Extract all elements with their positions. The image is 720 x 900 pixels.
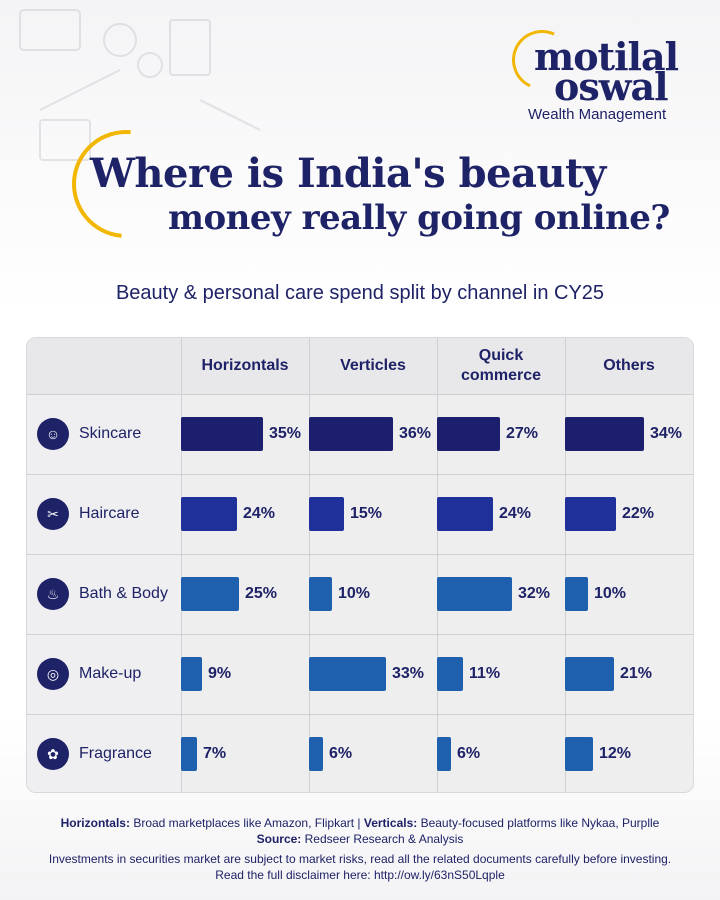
row-divider [27,394,693,395]
bar-bath-body-3 [565,577,588,611]
column-divider [309,338,310,792]
value-label: 15% [350,505,383,522]
column-header-horizontals: Horizontals [181,338,309,394]
bar-fragrance-0 [181,737,197,771]
footer-key-horizontals: Horizontals: [60,816,130,830]
bar-bath-body-2 [437,577,512,611]
row-name: Fragrance [79,745,152,762]
brand-division: Wealth Management [528,106,667,123]
bar-bath-body-0 [181,577,239,611]
value-label: 6% [457,745,481,762]
value-label: 27% [506,425,539,442]
value-label: 32% [518,585,551,602]
bar-skincare-2 [437,417,500,451]
footer-source-key: Source: [256,832,302,846]
row-name: Skincare [79,425,142,442]
value-label: 9% [208,665,232,682]
footer-source: Source: Redseer Research & Analysis [0,831,720,847]
header-corner [27,338,181,394]
footer-val-verticals: Beauty-focused platforms like Nykaa, Pur… [417,816,660,830]
channel-split-table: Horizontals Verticles Quick commerce Others… [26,337,694,793]
column-header-others: Others [565,338,693,394]
row-divider [27,554,693,555]
value-label: 7% [203,745,227,762]
value-label: 25% [245,585,278,602]
perfume-icon: ✿ [37,738,69,770]
row-label-skincare: ☺ Skincare [27,394,181,474]
cosmetics-decoration [19,9,261,161]
footer-key-verticals: Verticals: [363,816,418,830]
bar-haircare-3 [565,497,616,531]
bar-haircare-0 [181,497,237,531]
hair-icon: ✂ [37,498,69,530]
chart-subtitle: Beauty & personal care spend split by ch… [115,282,605,304]
value-label: 21% [620,665,653,682]
value-label: 10% [594,585,627,602]
bar-make-up-3 [565,657,614,691]
brand-name-line1: motilal [534,34,679,79]
value-label: 34% [650,425,683,442]
bar-skincare-0 [181,417,263,451]
bar-make-up-2 [437,657,463,691]
face-icon: ☺ [37,418,69,450]
row-name: Bath & Body [79,585,168,602]
column-divider [437,338,438,792]
bar-bath-body-1 [309,577,332,611]
value-label: 10% [338,585,371,602]
bar-fragrance-2 [437,737,451,771]
column-header-quick-commerce: Quick commerce [437,338,565,394]
column-divider [181,338,182,792]
row-label-make-up: ◎ Make-up [27,634,181,714]
value-label: 24% [243,505,276,522]
footer-disclaimer-link[interactable]: Read the full disclaimer here: http://ow… [215,868,505,882]
bar-haircare-1 [309,497,344,531]
mirror-icon: ◎ [37,658,69,690]
value-label: 22% [622,505,655,522]
bar-skincare-3 [565,417,644,451]
brand-name-line2: oswal [554,64,669,109]
row-divider [27,474,693,475]
footer-val-horizontals: Broad marketplaces like Amazon, Flipkart… [129,816,364,830]
footer-definitions: Horizontals: Broad marketplaces like Ama… [0,815,720,831]
bar-fragrance-1 [309,737,323,771]
value-label: 24% [499,505,532,522]
footer-disclaimer: Investments in securities market are sub… [48,852,672,866]
page-title-line2: money really going online? [168,198,670,238]
value-label: 12% [599,745,632,762]
value-label: 11% [469,665,501,682]
row-name: Make-up [79,665,142,682]
bar-skincare-1 [309,417,393,451]
bar-haircare-2 [437,497,493,531]
value-label: 36% [399,425,432,442]
bar-make-up-0 [181,657,202,691]
column-divider [565,338,566,792]
value-label: 6% [329,745,353,762]
brand-logo: motilal oswal Wealth Management [503,21,690,126]
footer-source-val: Redseer Research & Analysis [301,832,464,846]
row-divider [27,714,693,715]
row-label-bath-body: ♨ Bath & Body [27,554,181,634]
bar-make-up-1 [309,657,386,691]
value-label: 33% [392,665,425,682]
row-label-haircare: ✂ Haircare [27,474,181,554]
bathtub-icon: ♨ [37,578,69,610]
row-label-fragrance: ✿ Fragrance [27,714,181,792]
row-divider [27,634,693,635]
page-title-line1: Where is India's beauty [90,150,606,197]
value-label: 35% [269,425,302,442]
row-name: Haircare [79,505,140,522]
bar-fragrance-3 [565,737,593,771]
column-header-verticles: Verticles [309,338,437,394]
